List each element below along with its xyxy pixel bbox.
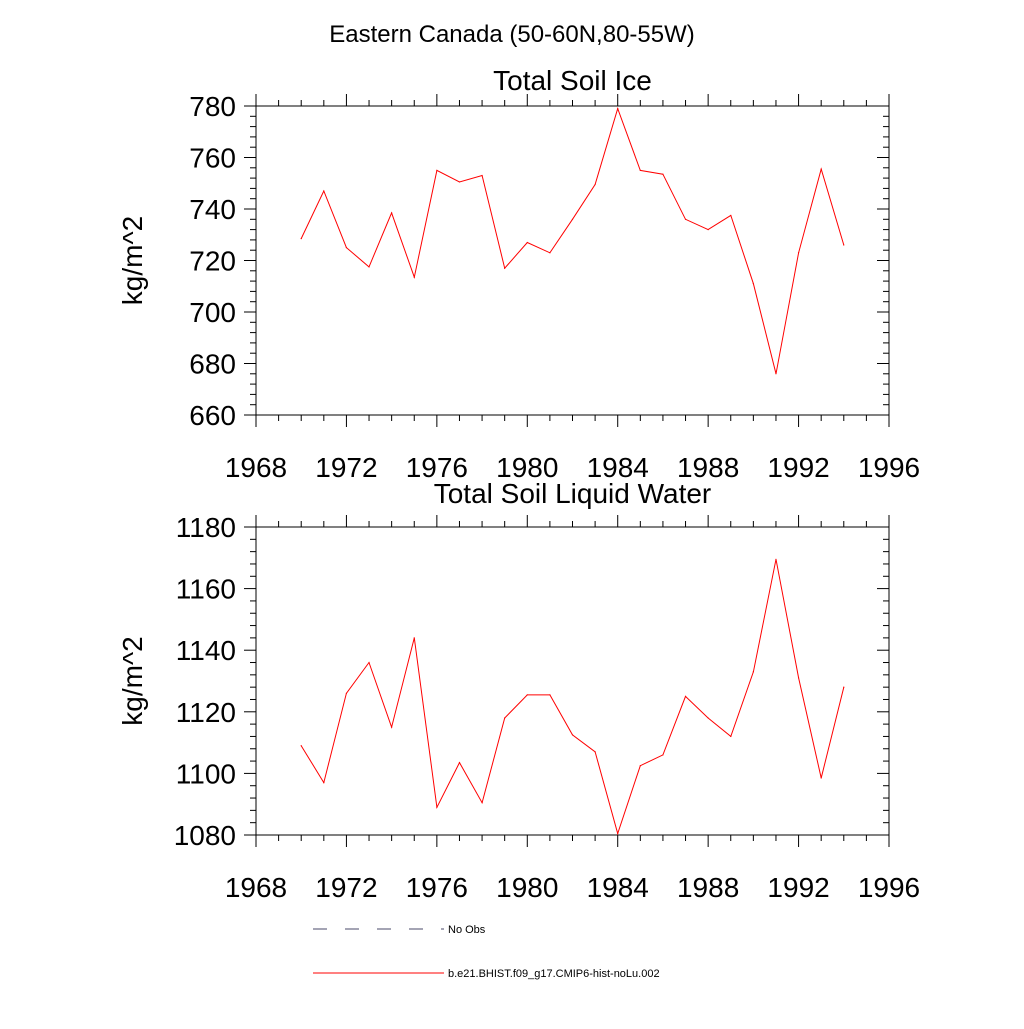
- data-point: [707, 229, 709, 231]
- data-point: [323, 782, 325, 784]
- data-point: [797, 677, 800, 679]
- x-tick-label: 1972: [315, 452, 377, 483]
- data-point: [526, 241, 528, 244]
- y-tick-label: 700: [189, 297, 236, 328]
- data-point: [571, 734, 574, 736]
- legend: No Obs b.e21.BHIST.f09_g17.CMIP6-hist-noL…: [313, 924, 660, 980]
- series-line-1: [300, 107, 845, 374]
- chart-title: Total Soil Liquid Water: [434, 478, 712, 509]
- plot-frame: [255, 526, 890, 836]
- data-point: [436, 169, 438, 171]
- data-point: [617, 832, 619, 835]
- data-point: [571, 218, 574, 220]
- data-point: [684, 695, 687, 698]
- data-point: [413, 637, 415, 639]
- y-tick-label: 1140: [176, 635, 236, 666]
- data-point: [323, 190, 325, 192]
- series-line-1: [300, 559, 845, 836]
- y-tick-label: 720: [189, 246, 236, 277]
- data-point: [594, 751, 596, 753]
- data-point: [345, 692, 348, 694]
- data-point: [684, 218, 687, 220]
- y-tick-label: 1080: [174, 820, 236, 851]
- data-point: [368, 266, 370, 268]
- legend-label-1: No Obs: [448, 924, 486, 936]
- data-point: [436, 806, 438, 808]
- x-tick-label: 1976: [406, 452, 468, 483]
- data-point: [481, 174, 483, 177]
- data-point: [391, 726, 393, 728]
- legend-label-2: b.e21.BHIST.f09_g17.CMIP6-hist-noLu.002: [448, 968, 660, 980]
- data-point: [797, 252, 800, 254]
- chart-panel-2: Total Soil Liquid Water kg/m^2 1968 1972 197…: [117, 478, 920, 903]
- x-tick-label: 1968: [225, 452, 287, 483]
- data-point: [730, 214, 732, 217]
- y-tick-label: 1180: [176, 512, 236, 543]
- chart-panel-1: Total Soil Ice kg/m^2 1968 1972 1976 1980 1984…: [117, 65, 920, 483]
- data-point: [368, 661, 370, 664]
- y-tick-label: 740: [189, 194, 236, 225]
- x-tick-label: 1980: [496, 452, 558, 483]
- y-tick-label: 660: [189, 400, 236, 431]
- data-point: [300, 238, 302, 240]
- data-point: [458, 181, 461, 183]
- y-tick-label: 760: [189, 143, 236, 174]
- x-tick-label: 1988: [677, 452, 739, 483]
- panels: Total Soil Ice kg/m^2 1968 1972 1976 1980 1984…: [117, 65, 920, 903]
- y-tick-label: 680: [189, 349, 236, 380]
- data-point: [504, 717, 506, 719]
- x-tick-label: 1976: [406, 872, 468, 903]
- y-tick-label: 1160: [176, 574, 236, 605]
- data-point: [458, 762, 461, 764]
- y-axis-label: kg/m^2: [117, 636, 148, 725]
- data-point: [662, 173, 664, 175]
- data-point: [843, 244, 845, 246]
- data-point: [752, 671, 754, 673]
- y-tick-label: 1100: [176, 758, 236, 789]
- data-point: [391, 212, 393, 214]
- x-tick-label: 1992: [767, 452, 829, 483]
- x-tick-label: 1996: [858, 872, 920, 903]
- data-point: [413, 276, 415, 278]
- data-point: [775, 558, 777, 560]
- x-tick-label: 1972: [315, 872, 377, 903]
- data-point: [481, 802, 483, 804]
- data-point: [730, 735, 732, 738]
- data-point: [820, 168, 822, 170]
- x-tick-label: 1992: [767, 872, 829, 903]
- x-tick-label: 1988: [677, 872, 739, 903]
- x-tick-label: 1984: [587, 452, 649, 483]
- data-point: [526, 694, 528, 696]
- data-point: [345, 247, 348, 249]
- plot-frame: [255, 105, 890, 416]
- data-point: [504, 267, 506, 269]
- data-point: [594, 183, 596, 186]
- data-point: [549, 252, 551, 254]
- data-point: [617, 107, 619, 110]
- x-tick-label: 1980: [496, 872, 558, 903]
- x-tick-label: 1996: [858, 452, 920, 483]
- x-tick-label: 1984: [587, 872, 649, 903]
- data-point: [549, 694, 551, 696]
- data-point: [775, 373, 777, 375]
- x-tick-label: 1968: [225, 872, 287, 903]
- data-point: [707, 717, 709, 719]
- y-tick-label: 780: [189, 91, 236, 122]
- y-axis-label: kg/m^2: [117, 216, 148, 305]
- data-point: [752, 283, 754, 285]
- figure-title: Eastern Canada (50-60N,80-55W): [329, 21, 695, 48]
- data-point: [662, 754, 664, 756]
- data-point: [300, 745, 302, 747]
- data-point: [639, 765, 641, 767]
- y-tick-label: 1120: [176, 697, 236, 728]
- data-point: [639, 169, 641, 171]
- data-point: [843, 686, 845, 688]
- data-point: [820, 777, 822, 779]
- chart-title: Total Soil Ice: [493, 65, 652, 96]
